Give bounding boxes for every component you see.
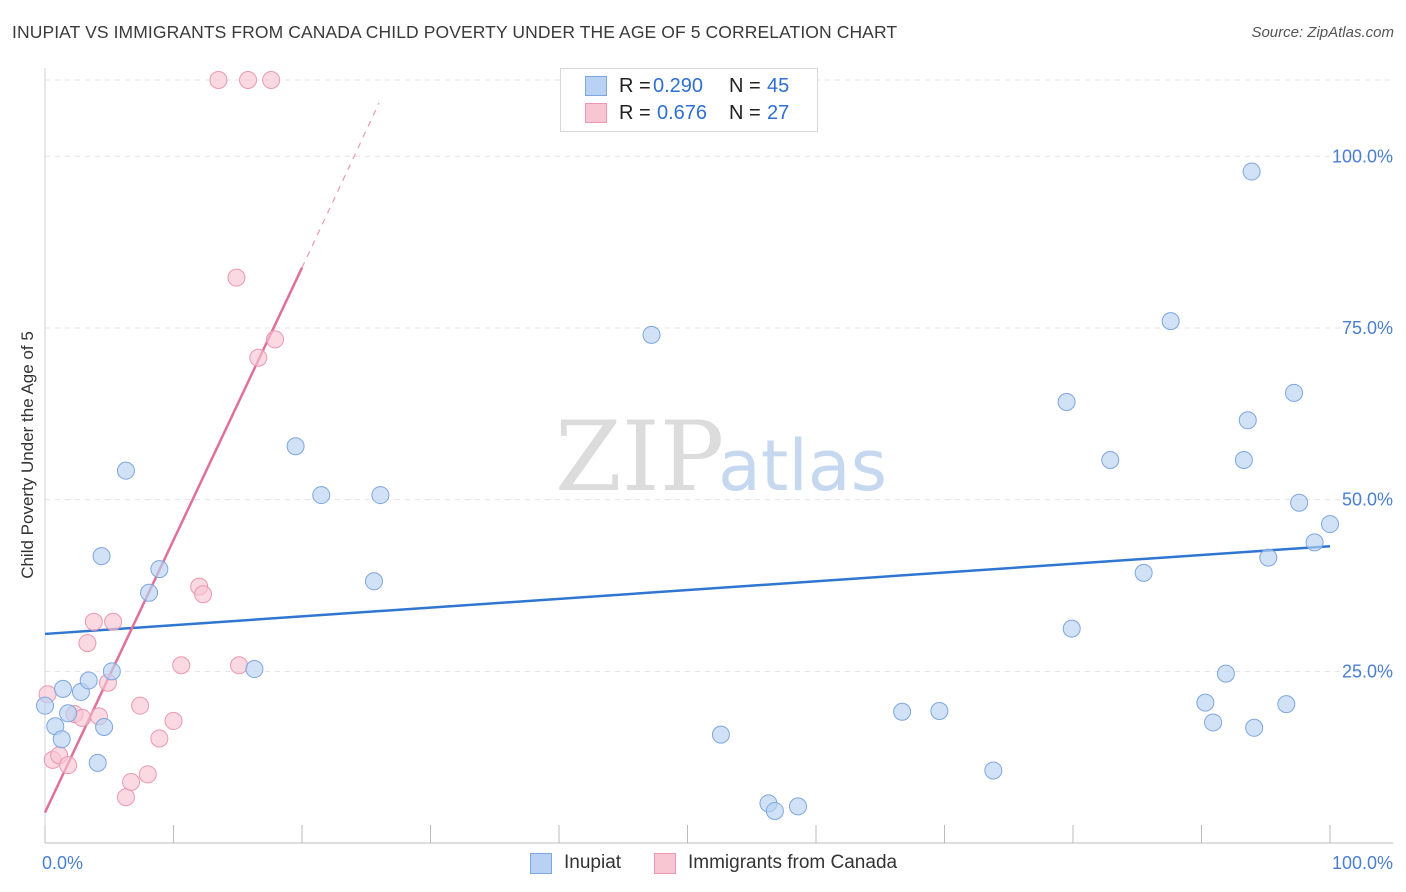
inupiat-point bbox=[765, 801, 784, 820]
canada-point bbox=[230, 656, 249, 675]
y-tick-label: 100.0% bbox=[1332, 146, 1393, 166]
x-tick-label: 0.0% bbox=[42, 853, 83, 873]
r-value: 0.676 bbox=[657, 101, 708, 124]
inupiat-point bbox=[36, 696, 54, 715]
y-tick-label: 25.0% bbox=[1342, 661, 1393, 681]
inupiat-point bbox=[642, 325, 661, 344]
watermark-zip: ZIP bbox=[555, 401, 724, 513]
canada-point bbox=[249, 348, 268, 367]
y-tick-label: 75.0% bbox=[1342, 318, 1393, 338]
canada-point bbox=[138, 765, 157, 784]
canada-point bbox=[78, 634, 97, 653]
inupiat-trend-line bbox=[44, 544, 1331, 636]
inupiat-swatch bbox=[585, 76, 607, 96]
legend-item-canada[interactable]: Immigrants from Canada bbox=[654, 852, 897, 874]
canada-point bbox=[116, 788, 135, 807]
inupiat-point bbox=[1285, 383, 1304, 402]
chart-title: INUPIAT VS IMMIGRANTS FROM CANADA CHILD … bbox=[12, 22, 898, 42]
inupiat-point bbox=[1238, 411, 1257, 430]
canada-trend-line bbox=[43, 267, 304, 814]
inupiat-point bbox=[1161, 312, 1180, 331]
source-label: Source: ZipAtlas.com bbox=[1251, 24, 1394, 41]
inupiat-point bbox=[1196, 693, 1215, 712]
inupiat-point bbox=[1134, 563, 1153, 582]
inupiat-point bbox=[1321, 515, 1339, 534]
inupiat-point bbox=[245, 660, 264, 679]
inupiat-point bbox=[1234, 450, 1253, 469]
canada-point bbox=[164, 711, 183, 730]
inupiat-point bbox=[95, 718, 114, 737]
canada-point bbox=[104, 612, 123, 631]
inupiat-point bbox=[1101, 450, 1120, 469]
n-value: 27 bbox=[767, 101, 790, 124]
inupiat-point bbox=[1204, 713, 1223, 732]
inupiat-point bbox=[140, 583, 159, 602]
canada-point bbox=[59, 756, 78, 775]
inupiat-point bbox=[79, 671, 98, 690]
inupiat-point bbox=[88, 753, 107, 772]
canada-point bbox=[122, 772, 141, 791]
inupiat-point bbox=[1216, 664, 1235, 683]
canada-point bbox=[239, 71, 258, 89]
x-tick-label: 100.0% bbox=[1332, 853, 1393, 873]
inupiat-point bbox=[1305, 533, 1324, 552]
inupiat-point bbox=[92, 547, 111, 566]
inupiat-point bbox=[1290, 493, 1309, 512]
r-label: R = bbox=[619, 74, 651, 97]
y-tick-labels: 100.0% 75.0% 50.0% 25.0% bbox=[1332, 146, 1393, 681]
inupiat-point bbox=[53, 679, 72, 698]
inupiat-point bbox=[150, 560, 169, 579]
r-value: 0.290 bbox=[653, 74, 704, 97]
legend-item-inupiat[interactable]: Inupiat bbox=[530, 852, 621, 874]
gridlines bbox=[45, 79, 1393, 672]
inupiat-point bbox=[286, 437, 305, 456]
inupiat-point bbox=[984, 761, 1003, 780]
legend-label: Inupiat bbox=[564, 852, 622, 873]
inupiat-point bbox=[1259, 548, 1278, 567]
r-label: R = bbox=[619, 101, 651, 124]
legend-label: Immigrants from Canada bbox=[688, 852, 898, 873]
inupiat-point bbox=[1245, 718, 1264, 737]
inupiat-point bbox=[893, 702, 912, 721]
n-value: 45 bbox=[767, 74, 790, 97]
canada-point bbox=[262, 71, 281, 89]
canada-point bbox=[266, 330, 285, 349]
inupiat-legend-swatch bbox=[530, 852, 552, 874]
inupiat-point bbox=[711, 725, 730, 744]
y-tick-label: 50.0% bbox=[1342, 490, 1393, 510]
n-label: N = bbox=[729, 101, 761, 124]
watermark-atlas: atlas bbox=[718, 425, 887, 507]
inupiat-point bbox=[312, 486, 331, 505]
canada-point bbox=[150, 729, 169, 748]
canada-legend-swatch bbox=[654, 852, 676, 874]
n-label: N = bbox=[729, 74, 761, 97]
canada-point bbox=[227, 268, 246, 287]
inupiat-point bbox=[364, 572, 383, 591]
watermark: ZIP atlas bbox=[555, 401, 887, 513]
inupiat-point bbox=[102, 662, 121, 681]
canada-point bbox=[131, 696, 150, 715]
inupiat-point bbox=[1242, 162, 1261, 181]
inupiat-point bbox=[789, 797, 808, 816]
canada-point bbox=[194, 585, 213, 604]
canada-trend-extension bbox=[301, 102, 380, 268]
inupiat-point bbox=[1277, 695, 1296, 714]
inupiat-point bbox=[1057, 392, 1076, 411]
legend: Inupiat Immigrants from Canada bbox=[0, 852, 1406, 878]
canada-swatch bbox=[585, 103, 607, 123]
inupiat-point bbox=[116, 461, 135, 480]
canada-point bbox=[172, 656, 191, 675]
stats-box: R = 0.290 N = 45 R = 0.676 N = 27 bbox=[560, 68, 818, 132]
inupiat-point bbox=[52, 730, 71, 749]
inupiat-point bbox=[1062, 619, 1081, 638]
canada-point bbox=[209, 71, 228, 89]
x-tick-labels: 0.0% 100.0% bbox=[42, 853, 1393, 873]
inupiat-point bbox=[371, 486, 390, 505]
canada-point bbox=[84, 612, 103, 631]
inupiat-point bbox=[930, 702, 949, 721]
inupiat-point bbox=[59, 704, 78, 723]
inupiat-points bbox=[36, 162, 1339, 820]
